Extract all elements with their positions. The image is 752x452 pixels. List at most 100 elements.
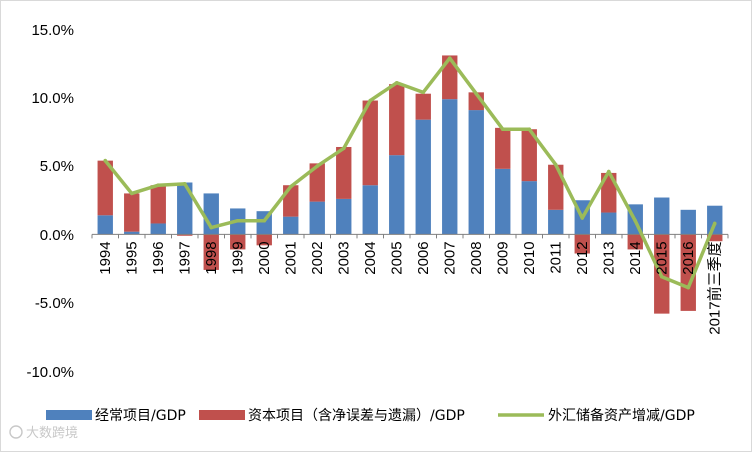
bar-capital-account-1999 [230, 234, 246, 250]
bar-current-account-2016 [680, 209, 696, 235]
legend-label-fx-reserves: 外汇储备资产增减/GDP [548, 407, 695, 424]
y-axis: 15.0% 10.0% 5.0% 0.0% -5.0% -10.0% [26, 22, 74, 381]
x-tick-label: 2008 [468, 241, 485, 274]
bar-capital-account-2007 [442, 55, 458, 100]
point-fx-reserves-2015 [659, 274, 664, 279]
point-fx-reserves-2003 [341, 146, 346, 151]
point-fx-reserves-1998 [209, 225, 214, 230]
legend-label-current-account: 经常项目/GDP [95, 408, 186, 424]
point-fx-reserves-2014 [633, 218, 638, 223]
point-fx-reserves-2009 [500, 127, 505, 132]
point-fx-reserves-1996 [156, 183, 161, 188]
x-tick-label: 1996 [150, 241, 167, 274]
x-tick-label: 2013 [601, 241, 618, 274]
bar-current-account-1997 [177, 182, 193, 235]
point-fx-reserves-2008 [474, 91, 479, 96]
point-fx-reserves-2002 [315, 164, 320, 168]
point-fx-reserves-2013 [606, 169, 611, 174]
bar-current-account-2002 [309, 201, 325, 235]
x-tick-label: 2016 [680, 241, 697, 274]
bar-current-account-1994 [97, 215, 113, 235]
x-tick-label: 2015 [654, 241, 671, 274]
watermark-logo-icon [9, 425, 23, 439]
x-tick-label: 2012 [574, 241, 591, 274]
y-tick-label: -10.0% [26, 364, 74, 381]
bar-current-account-2010 [521, 181, 537, 235]
bar-current-account-2003 [336, 198, 352, 235]
watermark: 大数跨境 [9, 425, 78, 441]
x-tick-label: 2002 [309, 241, 326, 274]
bar-capital-account-2000 [256, 234, 272, 246]
y-tick-label: 5.0% [40, 158, 74, 175]
bar-current-account-2009 [495, 168, 511, 235]
bar-current-account-2008 [468, 110, 484, 235]
bar-current-account-2005 [389, 155, 405, 235]
bar-capital-account-1994 [97, 160, 113, 216]
bar-series [97, 55, 723, 314]
x-tick-label: 2004 [362, 241, 379, 274]
bar-current-account-1995 [124, 231, 140, 235]
y-tick-label: 10.0% [31, 90, 74, 107]
x-tick-label: 2017前三季度 [707, 241, 724, 334]
x-tick-label: 2006 [415, 241, 432, 274]
bar-capital-account-1995 [124, 193, 140, 232]
bar-capital-account-2003 [336, 146, 352, 199]
legend-label-capital-account: 资本项目（含净误差与遗漏）/GDP [248, 408, 465, 424]
legend-swatch-current-account [46, 410, 92, 420]
x-tick-label: 2003 [336, 241, 353, 274]
x-tick-label: 2011 [548, 241, 565, 273]
line-fx-reserves [103, 56, 717, 290]
point-fx-reserves-2001 [288, 184, 293, 189]
x-tick-label: 2014 [627, 241, 644, 274]
bar-capital-account-1996 [150, 185, 166, 224]
x-axis [91, 233, 729, 239]
y-tick-label: 0.0% [40, 227, 74, 244]
y-tick-label: -5.0% [35, 295, 74, 312]
bar-capital-account-2016 [680, 234, 696, 311]
bar-capital-account-2005 [389, 84, 405, 156]
bar-current-account-2001 [283, 216, 299, 235]
watermark-text: 大数跨境 [26, 426, 78, 441]
x-tick-label: 1997 [177, 241, 194, 274]
bar-current-account-2004 [362, 185, 378, 235]
bar-capital-account-2011 [548, 164, 564, 210]
bar-capital-account-2012 [574, 234, 590, 254]
x-tick-label: 2000 [256, 241, 273, 274]
line-series [103, 56, 717, 290]
bar-current-account-2007 [442, 99, 458, 235]
point-fx-reserves-1994 [103, 158, 108, 163]
point-fx-reserves-2016 [686, 285, 691, 290]
bar-capital-account-2006 [415, 93, 431, 120]
x-tick-label: 1998 [203, 241, 220, 274]
point-fx-reserves-2010 [527, 127, 532, 132]
point-fx-reserves-2012 [580, 216, 585, 220]
bar-capital-account-2017前三季度 [707, 234, 723, 242]
point-fx-reserves-2011 [553, 162, 558, 167]
x-tick-label: 2009 [495, 241, 512, 274]
x-tick-label: 2007 [442, 241, 459, 274]
y-tick-label: 15.0% [31, 22, 74, 39]
bar-current-account-1996 [150, 223, 166, 235]
point-fx-reserves-2004 [368, 98, 373, 103]
x-tick-label: 2005 [389, 241, 406, 274]
bar-capital-account-2002 [309, 163, 325, 202]
x-tick-label: 1999 [230, 241, 247, 274]
bar-capital-account-1998 [203, 234, 219, 270]
x-tick-label: 2010 [521, 241, 538, 274]
point-fx-reserves-2006 [421, 90, 426, 95]
bar-capital-account-2001 [283, 185, 299, 217]
point-fx-reserves-1995 [129, 191, 134, 196]
bar-current-account-2011 [548, 209, 564, 235]
bar-capital-account-1997 [177, 234, 193, 236]
bar-current-account-2013 [601, 212, 617, 235]
x-tick-label: 2001 [283, 241, 300, 274]
x-tick-labels: 1994 1995 1996 1997 1998 1999 2000 2001 2002 2003… [97, 241, 724, 334]
point-fx-reserves-1997 [182, 182, 187, 186]
x-tick-label: 1995 [124, 241, 141, 274]
bar-capital-account-2004 [362, 100, 378, 186]
point-fx-reserves-2017前三季度 [712, 221, 717, 226]
legend: 经常项目/GDP 资本项目（含净误差与遗漏）/GDP 外汇储备资产增减/GDP [46, 407, 695, 424]
bar-current-account-2017前三季度 [707, 205, 723, 235]
point-fx-reserves-2005 [394, 80, 399, 85]
